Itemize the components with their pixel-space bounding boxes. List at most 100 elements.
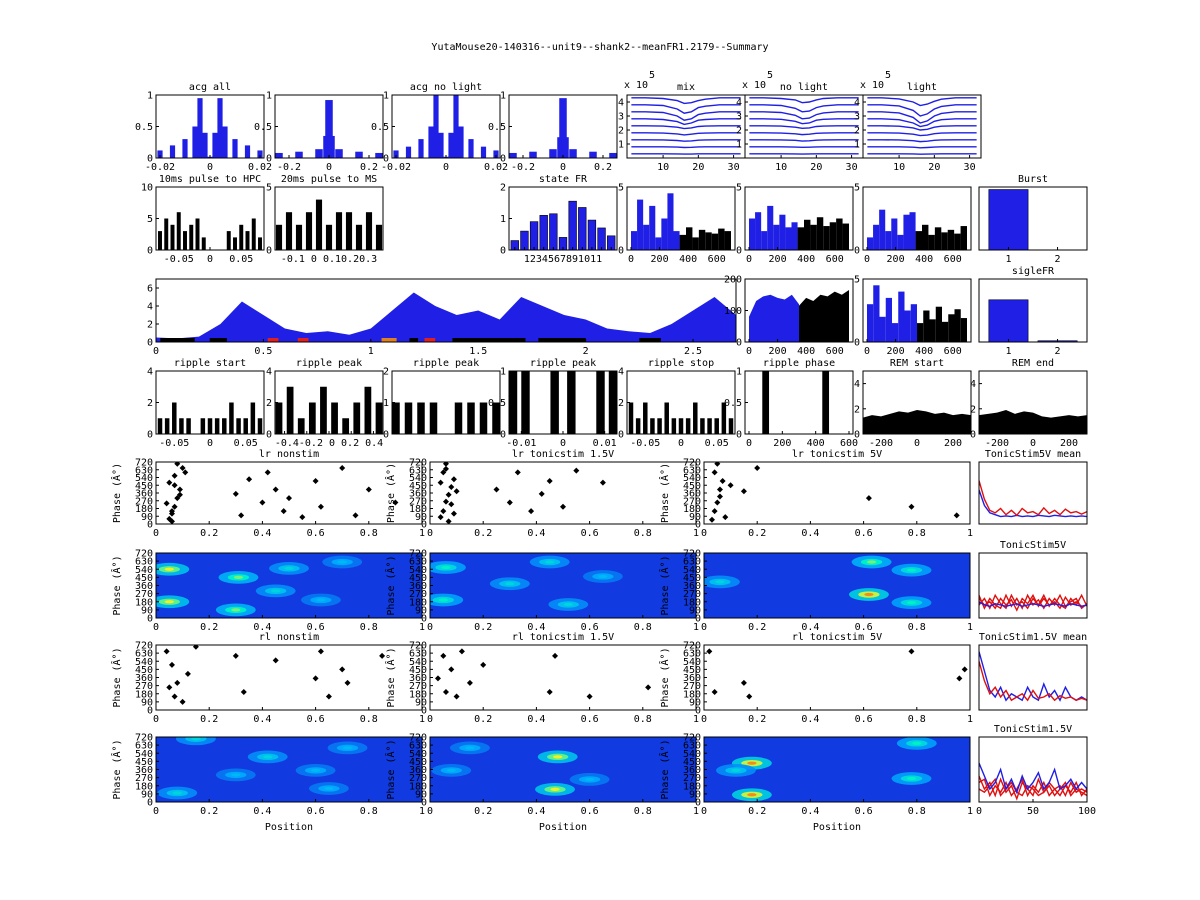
bar bbox=[529, 151, 537, 158]
x-axis-label: Position bbox=[813, 822, 861, 833]
bar bbox=[202, 132, 208, 158]
y-tick-label: 450 bbox=[683, 757, 701, 768]
y-tick-label: 0.5 bbox=[135, 122, 153, 133]
bar bbox=[707, 418, 712, 434]
plot-area bbox=[979, 593, 1087, 612]
plot-area bbox=[979, 762, 1087, 801]
bar bbox=[698, 229, 706, 250]
bar bbox=[529, 221, 539, 250]
y-tick-label: 3 bbox=[854, 112, 860, 123]
axes-frame bbox=[155, 278, 737, 343]
panel-title: ripple stop bbox=[648, 358, 714, 369]
y-tick-label: 0 bbox=[147, 614, 153, 625]
scatter-point bbox=[466, 679, 473, 686]
chart-panel: 0 5 10 -0.05 0 0.05 10ms pulse to HPC bbox=[141, 174, 265, 265]
scatter-point bbox=[174, 462, 181, 467]
chart-panel: 0 5 0 200 400 600 bbox=[618, 183, 736, 265]
y-tick-label: 0 bbox=[147, 520, 153, 531]
heatmap-cell bbox=[584, 777, 595, 782]
bar bbox=[667, 193, 674, 250]
heatmap-cell bbox=[550, 787, 560, 791]
y-tick-label: 630 bbox=[683, 649, 701, 660]
x-tick-label: 0.2 bbox=[748, 622, 766, 633]
state-marker bbox=[409, 338, 419, 342]
bar bbox=[608, 371, 617, 434]
axes-frame bbox=[862, 278, 972, 343]
chart-panel: 0 2 4 -0.05 0 0.05 ripple start bbox=[147, 358, 265, 449]
scatter-point bbox=[176, 491, 183, 498]
y-tick-label: 0 bbox=[500, 246, 506, 257]
x-tick-label: 0.02 bbox=[248, 162, 272, 173]
y-tick-label: 0.5 bbox=[488, 398, 506, 409]
x-tick-label: 0 bbox=[746, 438, 752, 449]
bar bbox=[867, 237, 874, 250]
heatmap-cell bbox=[906, 601, 917, 605]
y-tick-label: 630 bbox=[683, 741, 701, 752]
y-tick-label: 5 bbox=[854, 183, 860, 194]
line-series bbox=[979, 762, 1087, 795]
bar bbox=[492, 402, 500, 434]
heatmap-cell bbox=[263, 755, 273, 759]
bar bbox=[910, 304, 917, 342]
plot-area bbox=[437, 462, 606, 524]
bar bbox=[917, 323, 924, 342]
chart-panel: 0 5 0 200 400 600 bbox=[736, 183, 854, 265]
x-tick-label: 200 bbox=[651, 254, 669, 265]
y-tick-label: 5 bbox=[147, 214, 153, 225]
x-tick-label: 0.05 bbox=[705, 438, 729, 449]
x-tick-label: 0 bbox=[560, 162, 566, 173]
scatter-point bbox=[182, 469, 189, 476]
y-tick-label: 360 bbox=[409, 673, 427, 684]
bar bbox=[189, 224, 194, 250]
x-tick-label: 0 bbox=[153, 806, 159, 817]
panel-title: no light bbox=[780, 82, 828, 93]
x-tick-label: -200 bbox=[985, 438, 1009, 449]
scatter-point bbox=[166, 479, 173, 486]
y-tick-label: 0 bbox=[970, 430, 976, 441]
scatter-point bbox=[440, 469, 447, 476]
axes-frame bbox=[978, 186, 1088, 251]
panel-title: ripple peak bbox=[413, 358, 479, 369]
bar bbox=[567, 371, 576, 434]
bar bbox=[315, 199, 323, 250]
bar bbox=[589, 151, 597, 158]
bar bbox=[679, 234, 686, 250]
x-tick-label: 0.2 bbox=[594, 162, 612, 173]
x-tick-label: 0.8 bbox=[908, 622, 926, 633]
bar bbox=[873, 224, 880, 250]
plot-area bbox=[867, 285, 967, 342]
scatter-point bbox=[956, 675, 963, 682]
bar bbox=[429, 402, 438, 434]
bar bbox=[637, 199, 644, 250]
scatter-point bbox=[740, 488, 747, 495]
bar bbox=[157, 150, 163, 158]
y-tick-label: 630 bbox=[409, 649, 427, 660]
x-tick-label: 1234567891011 bbox=[524, 254, 602, 265]
bar bbox=[549, 149, 557, 158]
y-tick-label: 180 bbox=[409, 504, 427, 515]
heatmap-cell bbox=[505, 582, 515, 586]
y-tick-label: 0 bbox=[618, 246, 624, 257]
scatter-point bbox=[493, 486, 500, 493]
bar bbox=[596, 371, 605, 434]
bar bbox=[755, 212, 762, 250]
bar bbox=[643, 224, 650, 250]
scatter-point bbox=[716, 486, 723, 493]
y-tick-label: 360 bbox=[683, 489, 701, 500]
bar bbox=[179, 418, 184, 434]
panel-title: light bbox=[907, 82, 937, 93]
plot-area bbox=[979, 410, 1087, 434]
line-series bbox=[631, 104, 741, 114]
y-tick-label: 180 bbox=[683, 504, 701, 515]
bar bbox=[657, 418, 662, 434]
y-tick-label: 270 bbox=[135, 496, 153, 507]
axes-frame bbox=[978, 278, 1088, 343]
x-tick-label: 0.8 bbox=[908, 528, 926, 539]
y-tick-label: 2 bbox=[736, 126, 742, 137]
x-tick-label: 0.8 bbox=[634, 714, 652, 725]
y-tick-label: 360 bbox=[409, 581, 427, 592]
chart-panel: 0 1 2 ripple peak bbox=[383, 358, 501, 441]
chart-panel: 1 2 Burst bbox=[978, 174, 1088, 265]
